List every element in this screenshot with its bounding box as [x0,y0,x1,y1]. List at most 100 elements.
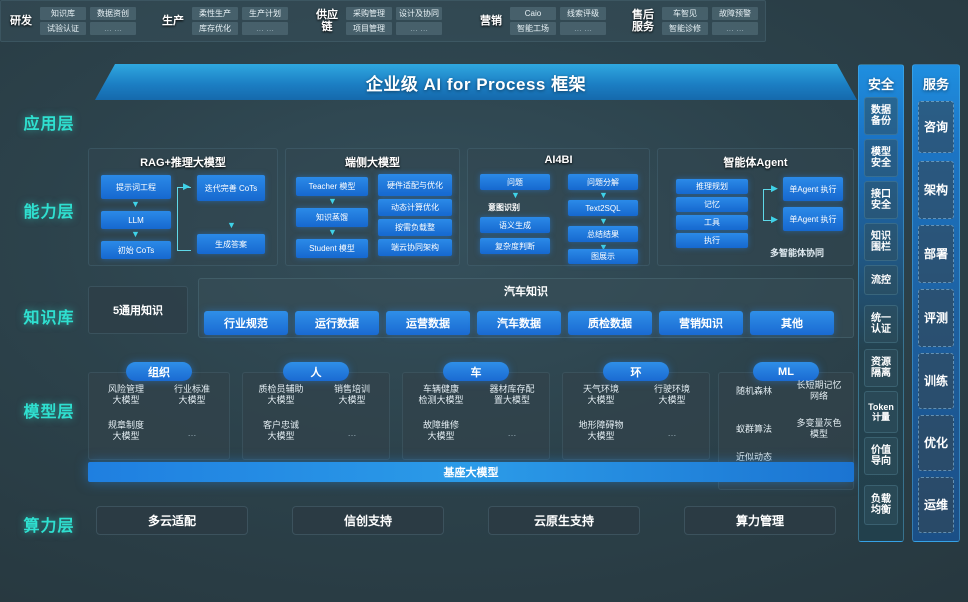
model-tag-environment[interactable]: 环 [603,362,669,381]
service-item-deployment[interactable]: 部署 [918,225,954,283]
app-group-production[interactable]: 生产 柔性生产 库存优化 生产计划 … … [158,0,288,42]
knowledge-general-panel[interactable]: 5通用知识 [88,286,188,334]
agent-node-planning[interactable]: 推理规划 [676,179,748,194]
app-cell[interactable]: 车智见 [662,7,708,20]
compute-chip-xinchuang[interactable]: 信创支持 [292,506,444,535]
model-cell[interactable]: 质检员辅助 大模型 [258,384,304,405]
security-item-knowledge-guardrail[interactable]: 知识 围栏 [864,223,898,261]
model-tag-organization[interactable]: 组织 [126,362,192,381]
ai4bi-node-summary[interactable]: 总结结果 [568,226,638,242]
edge-node-distill[interactable]: 知识蒸馏 [296,208,368,227]
security-item-model-security[interactable]: 模型 安全 [864,139,898,177]
model-cell[interactable]: 风险管理 大模型 [107,384,144,405]
model-cell[interactable]: 规章制度 大模型 [107,420,144,441]
security-rail-header: 安全 [867,77,894,92]
model-cell[interactable]: 地形障碍物 大模型 [578,420,624,441]
edge-node-load-adjust[interactable]: 按需负载整 [378,219,452,236]
ai4bi-node-decompose[interactable]: 问题分解 [568,174,638,190]
service-item-architecture[interactable]: 架构 [918,161,954,219]
app-cell[interactable]: 采购管理 [346,7,392,20]
security-item-flow-control[interactable]: 流控 [864,265,898,295]
agent-node-memory[interactable]: 记忆 [676,197,748,212]
app-group-marketing[interactable]: 营销 Caio 智能工场 线索评级 … … [476,0,606,42]
security-item-resource-isolation[interactable]: 资源 隔离 [864,349,898,387]
security-item-value-orientation[interactable]: 价值 导向 [864,437,898,475]
base-model-bar[interactable]: 基座大模型 [88,462,854,482]
rag-node-iterate-cots[interactable]: 迭代完善 CoTs [197,175,265,201]
ai4bi-node-complexity[interactable]: 复杂度判断 [480,238,550,254]
app-cell[interactable]: 试验认证 [40,22,86,35]
knowledge-chip-vehicle-data[interactable]: 汽车数据 [477,311,561,335]
app-cell[interactable]: 线索评级 [560,7,606,20]
app-group-name: 售后服务 [632,9,654,33]
rag-node-prompt[interactable]: 提示词工程 [101,175,171,199]
model-cell[interactable]: 行业标准 大模型 [173,384,210,405]
model-cell[interactable]: 行驶环境 大模型 [653,384,690,405]
edge-node-student[interactable]: Student 模型 [296,239,368,258]
model-cell[interactable]: 随机森林 [735,386,772,396]
service-item-optimization[interactable]: 优化 [918,415,954,471]
edge-node-teacher[interactable]: Teacher 模型 [296,177,368,196]
security-item-token-metering[interactable]: Token 计量 [864,391,898,433]
security-item-data-backup[interactable]: 数据 备份 [864,97,898,135]
app-group-aftersales[interactable]: 售后服务 车智见 智能诊修 故障预警 … … [628,0,758,42]
app-cell[interactable]: 柔性生产 [192,7,238,20]
app-group-supply-chain[interactable]: 供应链 采购管理 项目管理 设计及协同 … … [312,0,442,42]
model-cell[interactable]: 长短期记忆 网络 [796,380,842,401]
model-tag-ml[interactable]: ML [753,362,819,381]
agent-node-tools[interactable]: 工具 [676,215,748,230]
compute-chip-multicloud[interactable]: 多云适配 [96,506,248,535]
service-item-training[interactable]: 训练 [918,353,954,409]
service-item-consulting[interactable]: 咨询 [918,101,954,153]
knowledge-chip-industry-spec[interactable]: 行业规范 [204,311,288,335]
app-cell[interactable]: 故障预警 [712,7,758,20]
model-cell[interactable]: 车辆健康 检测大模型 [418,384,464,405]
ai4bi-node-chart[interactable]: 图展示 [568,249,638,264]
compute-chip-cloudnative[interactable]: 云原生支持 [488,506,640,535]
security-item-unified-auth[interactable]: 统一 认证 [864,305,898,343]
edge-node-hw-adapt[interactable]: 硬件适配与优化 [378,174,452,196]
model-tag-vehicle[interactable]: 车 [443,362,509,381]
app-cell[interactable]: 项目管理 [346,22,392,35]
model-cell[interactable]: 蚁群算法 [735,424,772,434]
app-cell[interactable]: 数据资创 [90,7,136,20]
model-cell[interactable]: 故障维修 大模型 [422,420,459,441]
app-cell[interactable]: Caio [510,7,556,20]
security-item-load-balance[interactable]: 负载 均衡 [864,485,898,525]
model-cell[interactable]: 多变量灰色 模型 [796,418,842,439]
app-cell[interactable]: 设计及协同 [396,7,442,20]
service-item-evaluation[interactable]: 评测 [918,289,954,347]
model-cell[interactable]: 客户忠诚 大模型 [262,420,299,441]
agent-node-single-agent-2[interactable]: 单Agent 执行 [783,207,843,231]
ai4bi-node-semantic[interactable]: 语义生成 [480,217,550,233]
app-cell[interactable]: 智能诊修 [662,22,708,35]
rag-node-llm[interactable]: LLM [101,211,171,229]
app-cell[interactable]: 库存优化 [192,22,238,35]
rag-node-answer[interactable]: 生成答案 [197,234,265,254]
knowledge-chip-runtime-data[interactable]: 运行数据 [295,311,379,335]
app-cell[interactable]: 生产计划 [242,7,288,20]
model-cell[interactable]: 销售培训 大模型 [333,384,370,405]
agent-node-single-agent-1[interactable]: 单Agent 执行 [783,177,843,201]
app-cell[interactable]: 知识库 [40,7,86,20]
edge-node-cloud-edge-arch[interactable]: 端云协同架构 [378,239,452,256]
model-cell[interactable]: 天气环境 大模型 [582,384,619,405]
app-cell[interactable]: 智能工场 [510,22,556,35]
service-item-operations[interactable]: 运维 [918,477,954,533]
model-cell[interactable]: 器材库存配 置大模型 [489,384,535,405]
model-tag-people[interactable]: 人 [283,362,349,381]
ai4bi-node-text2sql[interactable]: Text2SQL [568,200,638,216]
connector-line [177,250,191,251]
layer-label-application: 应用层 [23,116,75,133]
knowledge-chip-marketing-knowledge[interactable]: 营销知识 [659,311,743,335]
knowledge-chip-other[interactable]: 其他 [750,311,834,335]
knowledge-chip-quality-data[interactable]: 质检数据 [568,311,652,335]
app-group-rd[interactable]: 研发 知识库 试验认证 数据资创 … … [6,0,136,42]
edge-node-dynamic-compute[interactable]: 动态计算优化 [378,199,452,216]
security-item-api-security[interactable]: 接口 安全 [864,181,898,219]
ai4bi-node-question[interactable]: 问题 [480,174,550,190]
agent-node-execute[interactable]: 执行 [676,233,748,248]
compute-chip-compute-mgmt[interactable]: 算力管理 [684,506,836,535]
rag-node-initial-cots[interactable]: 初始 CoTs [101,241,171,259]
knowledge-chip-operation-data[interactable]: 运营数据 [386,311,470,335]
